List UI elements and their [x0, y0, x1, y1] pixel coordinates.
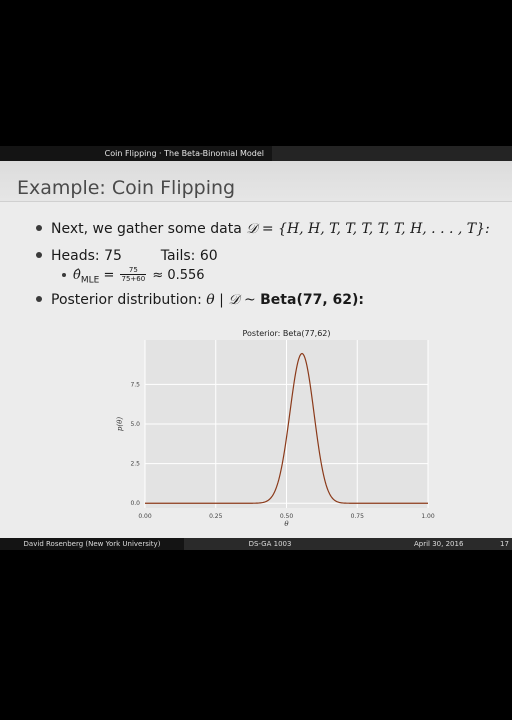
bullet-data-math: 𝒟 = {H, H, T, T, T, T, T, H, . . . , T}: [246, 221, 490, 237]
y-tick-label: 2.5 [130, 461, 140, 468]
theta-hat: θ̂ [73, 268, 81, 283]
bullet-data-text: Next, we gather some data [51, 221, 242, 237]
y-tick-label: 5.0 [130, 421, 140, 428]
header-section-label: Coin Flipping · The Beta-Binomial Model [0, 146, 272, 161]
slide-title: Example: Coin Flipping [17, 177, 236, 199]
posterior-chart: 0.00 0.25 0.50 0.75 1.00 0.0 2.5 5.0 7.5 Posterio… [116, 329, 435, 526]
bullet-posterior-text: Posterior distribution: [51, 292, 202, 308]
y-tick-label: 7.5 [130, 381, 140, 388]
x-tick-label: 1.00 [421, 513, 435, 520]
bullet-dot [36, 296, 42, 302]
bullet-posterior: Posterior distribution: θ | 𝒟 ~ Beta(77,… [36, 291, 364, 309]
sub-bullet-dot [62, 272, 66, 277]
bullet-posterior-math: θ | 𝒟 ~ [206, 292, 256, 308]
x-tick-label: 0.00 [138, 513, 152, 520]
mle-subscript: MLE [80, 275, 100, 286]
footer-author: David Rosenberg (New York University) [23, 540, 161, 548]
mle-fraction: 75 75+60 [120, 266, 147, 283]
header-bar: Coin Flipping · The Beta-Binomial Model [0, 146, 512, 161]
mle-value: ≈ 0.556 [152, 268, 205, 283]
bullet-counts: Heads: 75 Tails: 60 [36, 247, 218, 265]
x-tick-label: 0.75 [351, 513, 365, 520]
y-axis-label: p(θ) [116, 417, 124, 431]
x-tick-label: 0.50 [280, 513, 294, 520]
slide: Coin Flipping · The Beta-Binomial Model … [0, 146, 512, 550]
bullet-dot [36, 225, 42, 231]
footer-course: DS-GA 1003 [248, 540, 292, 548]
footer-author-box: David Rosenberg (New York University) [0, 538, 184, 550]
fraction-denominator: 75+60 [121, 275, 146, 283]
chart-title: Posterior: Beta(77,62) [242, 329, 330, 338]
sub-bullet-mle: θ̂MLE = 75 75+60 ≈ 0.556 [62, 266, 205, 290]
bullet-data: Next, we gather some data 𝒟 = {H, H, T, … [36, 220, 490, 238]
title-bar [0, 161, 512, 202]
footer-date: April 30, 2016 [414, 540, 464, 548]
tails-count: Tails: 60 [160, 248, 218, 264]
header-section-text: Coin Flipping · The Beta-Binomial Model [104, 149, 264, 158]
footer-page-number: 17 [500, 540, 509, 548]
heads-count: Heads: 75 [51, 248, 122, 264]
equals-sign: = [103, 268, 115, 283]
bullet-posterior-dist: Beta(77, 62): [260, 292, 364, 308]
posterior-density-curve [145, 352, 428, 504]
x-tick-label: 0.25 [209, 513, 223, 520]
bullet-dot [36, 252, 42, 258]
x-axis-label: θ [284, 520, 289, 526]
fraction-numerator: 75 [120, 266, 147, 275]
y-tick-label: 0.0 [130, 500, 140, 507]
footer-bar: David Rosenberg (New York University) DS… [0, 538, 512, 550]
